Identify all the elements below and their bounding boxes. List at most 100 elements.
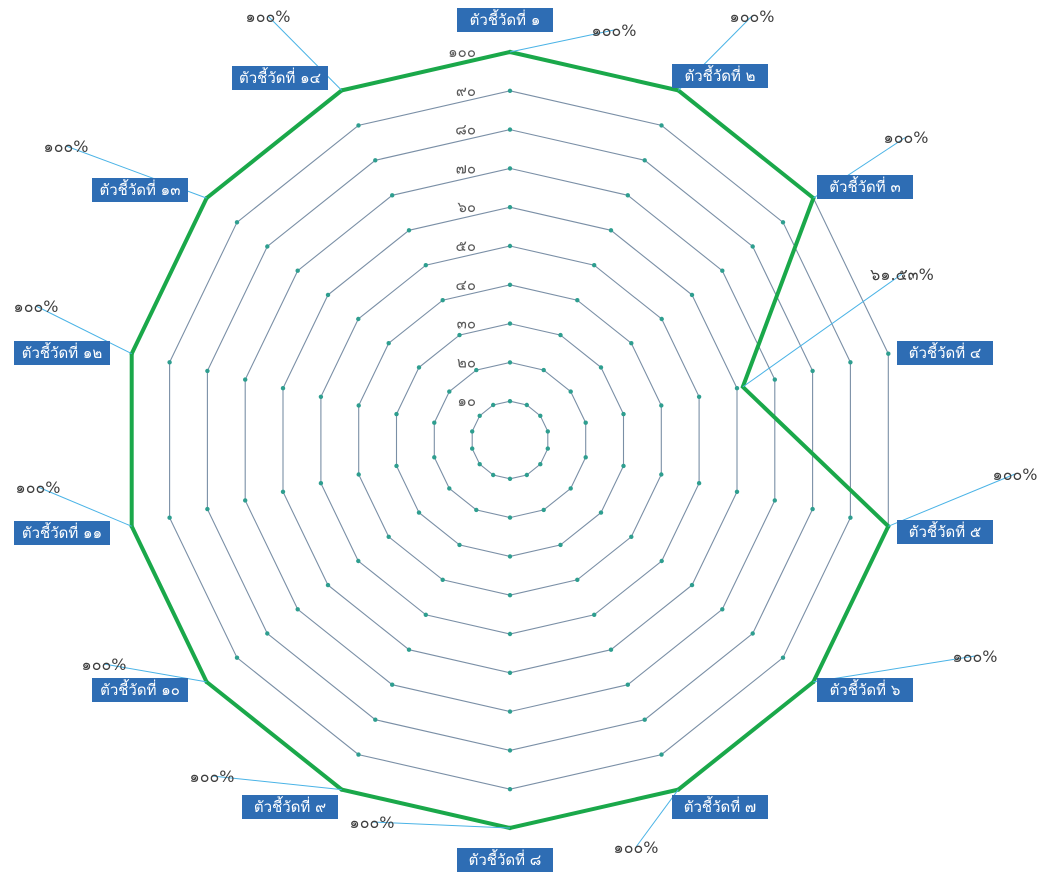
grid-marker [507, 787, 513, 792]
grid-marker [507, 166, 513, 171]
grid-marker [592, 263, 597, 268]
grid-marker [629, 534, 634, 539]
tick-label: ๓๐ [457, 315, 476, 333]
grid-marker [457, 332, 462, 338]
grid-marker [265, 244, 270, 249]
data-label: ๑๐๐% [350, 813, 395, 832]
grid-marker [477, 413, 482, 418]
grid-marker [318, 481, 324, 486]
leader-line [37, 486, 132, 527]
grid-marker [507, 205, 513, 210]
category-label: ตัวชี้วัดที่ ๑๔ [239, 67, 321, 87]
grid-marker [507, 360, 513, 365]
grid-marker [507, 476, 513, 481]
grid-marker [659, 403, 664, 408]
grid-marker [659, 316, 664, 322]
tick-label: ๗๐ [456, 159, 476, 177]
leader-line [813, 655, 976, 683]
tick-label: ๔๐ [455, 276, 476, 294]
category-label: ตัวชี้วัดที่ ๑๓ [100, 179, 181, 199]
grid-marker [575, 577, 580, 582]
grid-marker [780, 220, 786, 225]
grid-marker [642, 158, 647, 163]
data-label: ๑๐๐% [614, 838, 659, 857]
grid-marker [689, 292, 695, 298]
grid-marker [545, 446, 550, 451]
category-box [232, 66, 328, 90]
grid-marker [659, 123, 664, 128]
grid-marker [545, 429, 550, 434]
grid-ring-4 [358, 284, 662, 596]
grid-marker [234, 220, 240, 225]
leader-line [103, 663, 207, 683]
grid-marker [167, 360, 172, 365]
category-box [897, 341, 993, 365]
grid-marker [295, 268, 300, 273]
grid-marker [280, 489, 286, 494]
grid-marker [507, 631, 513, 637]
grid-marker [621, 411, 626, 417]
data-label: ๑๐๐% [14, 297, 59, 316]
data-label: ๑๐๐% [190, 767, 235, 786]
grid-marker [394, 463, 399, 469]
grid-marker [848, 515, 853, 520]
grid-marker [440, 577, 445, 582]
grid-marker [720, 607, 725, 612]
tick-label: ๕๐ [455, 237, 476, 255]
data-label: ๑๐๐% [82, 655, 127, 674]
tick-label: ๑๐ [457, 392, 476, 410]
grid-marker [416, 510, 422, 515]
grid-marker [167, 515, 172, 520]
grid-marker [447, 389, 452, 394]
grid-marker [598, 510, 604, 515]
category-label: ตัวชี้วัดที่ ๗ [684, 796, 756, 816]
grid-marker [507, 127, 513, 132]
grid-marker [406, 228, 412, 233]
data-label: ๑๐๐% [44, 137, 89, 156]
grid-marker [734, 386, 740, 391]
grid-marker [373, 717, 378, 722]
grid-marker [558, 332, 563, 338]
grid-marker [621, 463, 626, 469]
grid-marker [659, 472, 664, 477]
grid-marker [423, 263, 428, 268]
grid-marker [583, 420, 588, 425]
grid-marker [720, 268, 725, 273]
leader-line [509, 29, 615, 53]
category-box [672, 64, 768, 88]
grid-ring-9 [169, 90, 851, 790]
category-box [457, 8, 553, 32]
grid-marker [507, 243, 513, 249]
grid-ring-2 [433, 361, 587, 519]
grid-marker [325, 582, 331, 588]
grid-marker [524, 402, 529, 408]
data-label: ๑๐๐% [993, 465, 1038, 484]
data-label: ๖๑.๕๓% [870, 265, 934, 284]
grid-marker [243, 498, 248, 503]
grid-marker [416, 365, 422, 370]
category-box [897, 520, 993, 544]
grid-marker [432, 455, 437, 460]
category-label: ตัวชี้วัดที่ ๓ [829, 176, 900, 196]
grid-marker [772, 498, 777, 503]
category-label: ตัวชี้วัดที่ ๕ [909, 521, 982, 541]
grid-marker [507, 282, 513, 287]
grid-marker [440, 298, 445, 303]
grid-marker [318, 394, 324, 399]
grid-marker [750, 244, 755, 249]
grid-marker [386, 341, 391, 346]
grid-marker [538, 413, 543, 418]
category-label-layer: ตัวชี้วัดที่ ๑ตัวชี้วัดที่ ๒ตัวชี้วัดที่… [14, 8, 993, 872]
grid-marker [541, 367, 546, 373]
grid-marker [558, 542, 563, 548]
grid-ring-7 [244, 167, 776, 713]
grid-marker [507, 88, 513, 94]
grid-marker [507, 321, 513, 326]
grid-marker [470, 446, 475, 451]
grid-marker [629, 341, 634, 346]
grid-marker [810, 506, 815, 512]
grid-marker [538, 462, 543, 467]
grid-marker [625, 193, 630, 198]
grid-marker [234, 655, 240, 660]
